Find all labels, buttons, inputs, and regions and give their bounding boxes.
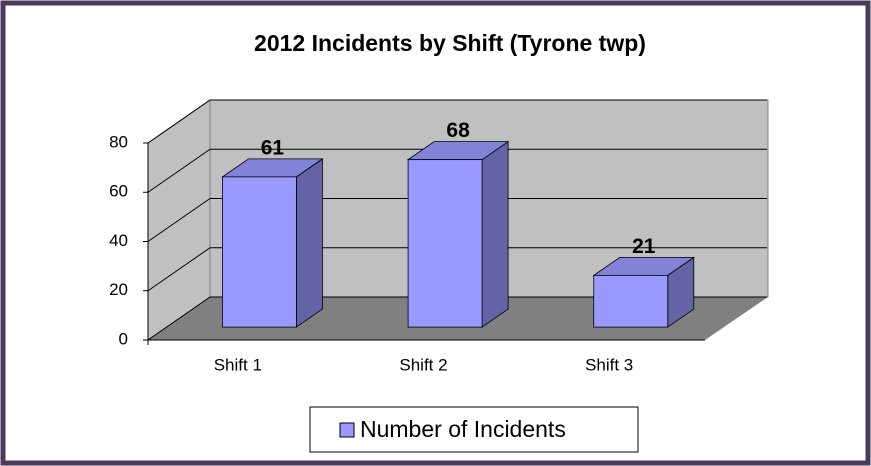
grid-line (147, 247, 211, 292)
x-tick-label: Shift 2 (399, 355, 447, 374)
y-tick-label: 80 (109, 132, 128, 151)
bar-side (296, 158, 323, 328)
legend-swatch (339, 422, 355, 438)
data-label: 61 (261, 136, 285, 159)
x-tick-label: Shift 1 (214, 355, 262, 374)
y-tick-label: 0 (119, 329, 128, 348)
grid-line (147, 198, 211, 242)
x-tick-label: Shift 3 (585, 355, 633, 374)
data-label: 21 (632, 235, 656, 258)
bar (222, 176, 297, 328)
legend (309, 406, 639, 453)
y-tick-label: 20 (109, 280, 128, 299)
y-tick-label: 60 (109, 182, 128, 201)
grid-line (147, 296, 211, 341)
grid-line (147, 99, 211, 144)
y-tick-label: 40 (109, 231, 128, 250)
bar (407, 159, 483, 328)
chart-title: 2012 Incidents by Shift (Tyrone twp) (254, 30, 646, 56)
bar-side (481, 140, 509, 328)
data-label: 68 (446, 119, 470, 142)
legend-label: Number of Incidents (360, 416, 566, 442)
bar (593, 274, 669, 328)
grid-line (147, 148, 211, 193)
